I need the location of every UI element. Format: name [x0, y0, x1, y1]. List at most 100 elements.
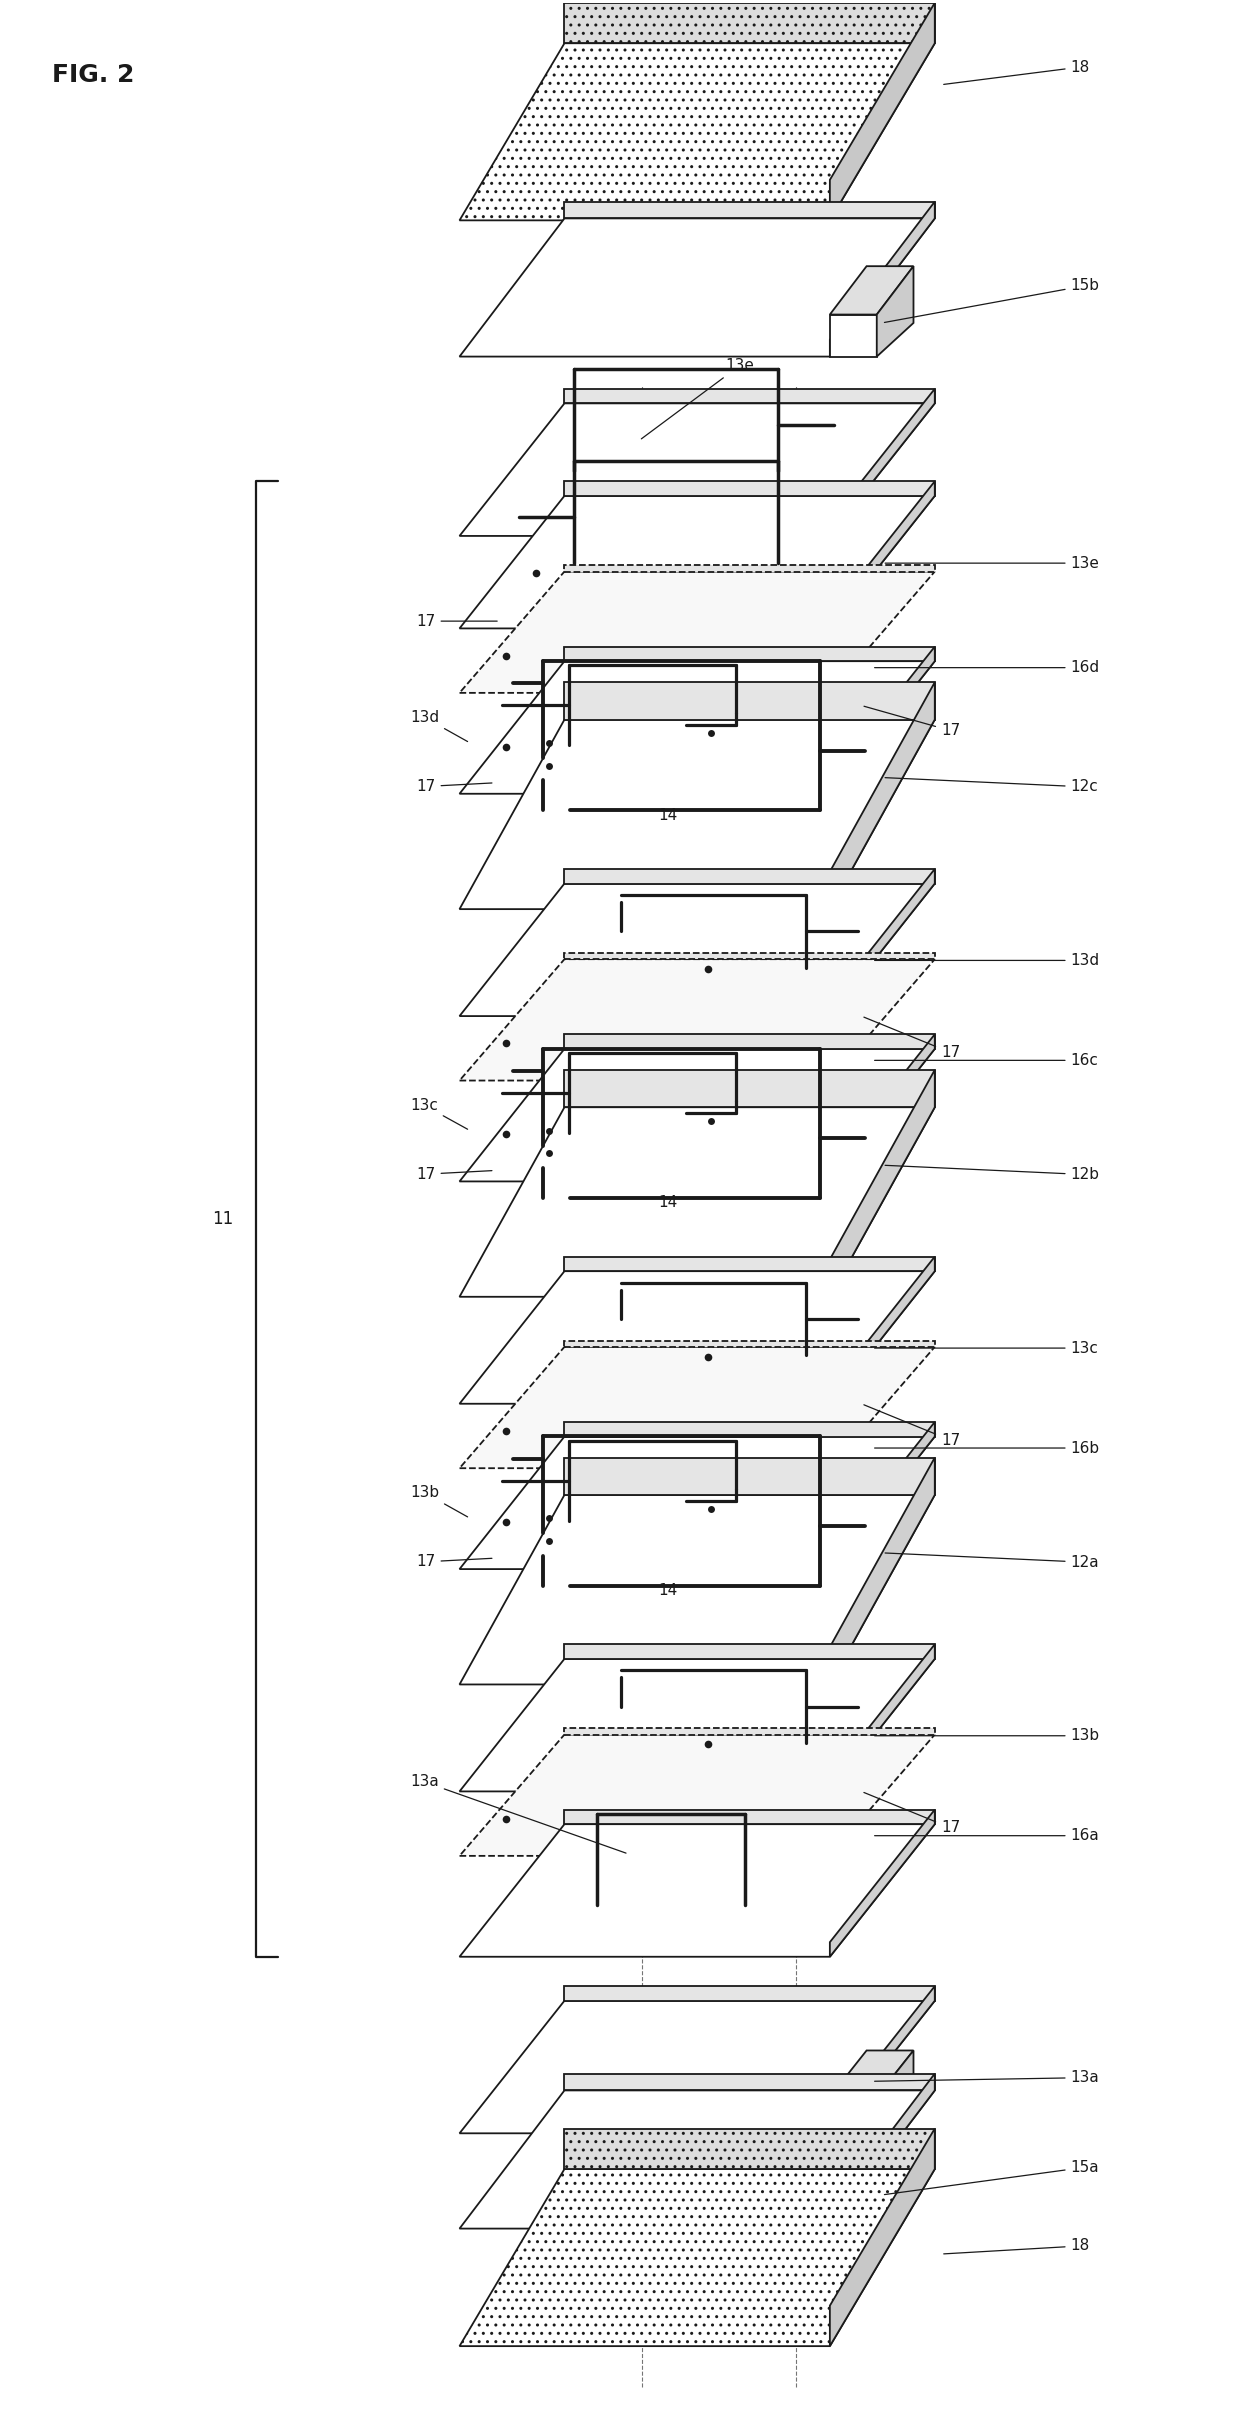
Polygon shape — [877, 2139, 914, 2228]
Text: 13a: 13a — [874, 2069, 1100, 2086]
Polygon shape — [830, 2187, 877, 2228]
Text: 12c: 12c — [885, 778, 1099, 795]
Polygon shape — [564, 2130, 935, 2168]
Polygon shape — [830, 1441, 898, 1465]
Polygon shape — [460, 219, 935, 357]
Polygon shape — [830, 1070, 935, 1296]
Polygon shape — [830, 265, 914, 316]
Polygon shape — [830, 2074, 935, 2228]
Polygon shape — [460, 1496, 935, 1684]
Polygon shape — [564, 1033, 935, 1048]
Polygon shape — [830, 1809, 935, 1956]
Text: 17: 17 — [417, 778, 492, 795]
Polygon shape — [460, 660, 935, 793]
Text: 16b: 16b — [874, 1441, 1100, 1455]
Polygon shape — [830, 1828, 898, 1853]
Text: 13d: 13d — [410, 711, 467, 742]
Polygon shape — [460, 2091, 935, 2228]
Polygon shape — [830, 316, 877, 357]
Text: 14: 14 — [658, 1583, 678, 1597]
Polygon shape — [460, 1660, 935, 1792]
Polygon shape — [564, 1727, 935, 1734]
Polygon shape — [460, 43, 935, 219]
Polygon shape — [460, 1108, 935, 1296]
Polygon shape — [460, 884, 935, 1017]
Polygon shape — [830, 2096, 877, 2134]
Polygon shape — [460, 402, 935, 535]
Polygon shape — [830, 1421, 935, 1568]
Text: 18: 18 — [944, 60, 1090, 84]
Text: 17: 17 — [864, 1017, 960, 1060]
Polygon shape — [564, 1985, 935, 2002]
Polygon shape — [460, 2168, 935, 2346]
Text: 16d: 16d — [874, 660, 1100, 675]
Polygon shape — [564, 1070, 935, 1108]
Text: 17: 17 — [864, 1792, 960, 1836]
Polygon shape — [460, 2002, 935, 2134]
Polygon shape — [564, 646, 935, 660]
Polygon shape — [830, 1457, 935, 1684]
Text: 17: 17 — [864, 1404, 960, 1448]
Text: 13c: 13c — [874, 1339, 1099, 1356]
Polygon shape — [830, 2130, 935, 2346]
Polygon shape — [564, 870, 935, 884]
Text: 15a: 15a — [884, 2161, 1099, 2195]
Text: 17: 17 — [417, 1554, 492, 1568]
Polygon shape — [564, 1421, 935, 1436]
Polygon shape — [830, 1645, 935, 1792]
Text: 14: 14 — [658, 1195, 678, 1209]
Polygon shape — [830, 388, 935, 535]
Text: 13d: 13d — [874, 954, 1100, 968]
Polygon shape — [460, 1048, 935, 1180]
Polygon shape — [830, 1033, 935, 1180]
Polygon shape — [830, 1985, 935, 2134]
Polygon shape — [830, 202, 935, 357]
Text: 12a: 12a — [885, 1554, 1099, 1571]
Polygon shape — [460, 720, 935, 908]
Polygon shape — [460, 571, 935, 694]
Polygon shape — [877, 265, 914, 357]
Text: 13a: 13a — [410, 1775, 626, 1853]
Polygon shape — [460, 1436, 935, 1568]
Polygon shape — [564, 1257, 935, 1272]
Polygon shape — [830, 682, 935, 908]
Polygon shape — [460, 496, 935, 629]
Polygon shape — [460, 1347, 935, 1467]
Polygon shape — [564, 2074, 935, 2091]
Polygon shape — [830, 1055, 898, 1077]
Text: 18: 18 — [944, 2238, 1090, 2255]
Polygon shape — [877, 2050, 914, 2134]
Polygon shape — [460, 1272, 935, 1404]
Polygon shape — [564, 388, 935, 402]
Polygon shape — [830, 2139, 914, 2187]
Polygon shape — [564, 1339, 935, 1347]
Polygon shape — [460, 959, 935, 1082]
Text: 17: 17 — [417, 614, 497, 629]
Text: 13e: 13e — [641, 359, 754, 438]
Text: 17: 17 — [417, 1166, 492, 1183]
Polygon shape — [564, 1645, 935, 1660]
Polygon shape — [564, 566, 935, 571]
Polygon shape — [830, 1257, 935, 1404]
Text: 13b: 13b — [874, 1727, 1100, 1744]
Text: 13b: 13b — [410, 1486, 467, 1518]
Polygon shape — [564, 682, 935, 720]
Polygon shape — [460, 1824, 935, 1956]
Text: 15b: 15b — [884, 277, 1100, 323]
Text: FIG. 2: FIG. 2 — [52, 63, 134, 87]
Text: 14: 14 — [658, 807, 678, 821]
Polygon shape — [830, 482, 935, 629]
Text: 17: 17 — [864, 706, 960, 737]
Polygon shape — [830, 2, 935, 219]
Polygon shape — [460, 1734, 935, 1855]
Polygon shape — [564, 1809, 935, 1824]
Text: 12b: 12b — [885, 1166, 1100, 1183]
Text: 13e: 13e — [885, 556, 1100, 571]
Polygon shape — [830, 2050, 914, 2096]
Polygon shape — [564, 954, 935, 959]
Text: 16a: 16a — [874, 1828, 1100, 1843]
Text: 13c: 13c — [410, 1099, 467, 1130]
Text: 16c: 16c — [874, 1053, 1099, 1067]
Polygon shape — [564, 482, 935, 496]
Polygon shape — [564, 202, 935, 219]
